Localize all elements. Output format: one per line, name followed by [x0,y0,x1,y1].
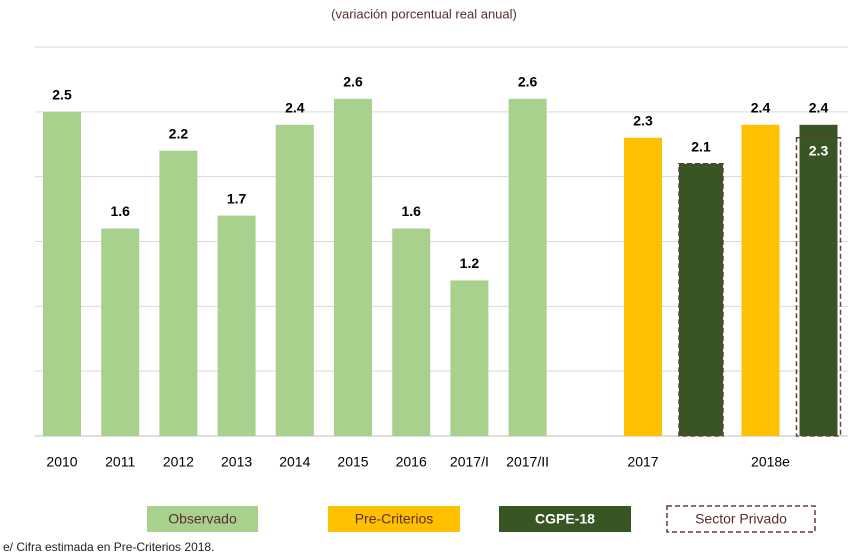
legend-swatch [666,505,816,533]
value-label: 2.2 [169,125,189,141]
value-label: 1.7 [227,190,247,206]
value-label: 1.6 [110,203,130,219]
footnote: e/ Cifra estimada en Pre-Criterios 2018. [3,540,214,554]
bar [450,280,489,436]
bar [275,124,314,437]
value-label: 2.3 [809,142,829,158]
value-label: 1.2 [460,255,480,271]
x-tick-label: 2016 [396,454,427,470]
legend-label: Pre-Criterios [355,511,434,527]
bar [624,137,662,436]
x-tick-label: 2011 [105,454,135,470]
bar [334,98,372,436]
bar [101,228,140,436]
bar [799,124,838,437]
chart-subtitle: (variación porcentual real anual) [331,6,517,21]
legend-swatch [499,506,631,532]
bar [43,111,81,436]
legend-label: CGPE-18 [535,511,595,527]
bar [392,228,431,436]
x-tick-label: 2013 [221,454,252,470]
bar [217,215,256,436]
value-label: 2.4 [285,100,305,116]
x-tick-label: 2017/II [506,454,549,470]
x-tick-label: 2017/I [450,454,489,470]
bar [159,150,198,436]
value-label: 2.6 [518,74,538,90]
legend-swatch [147,506,258,532]
x-tick-label: 2010 [46,454,77,470]
legend-swatch [328,506,460,532]
x-tick-label: 2015 [337,454,368,470]
value-label: 2.4 [809,100,829,116]
x-tick-label: 2018e [751,454,790,470]
bar-outline [795,137,842,437]
bar [508,98,547,436]
x-tick-label: 2017 [627,454,658,470]
value-label: 2.1 [691,138,711,154]
value-label: 2.5 [52,87,72,103]
value-label: 2.4 [751,100,771,116]
x-tick-label: 2012 [163,454,194,470]
bar [741,124,780,437]
value-label: 2.6 [343,74,363,90]
value-label: 2.3 [633,112,653,128]
value-label: 1.6 [401,203,421,219]
bar-outline [678,162,724,437]
x-tick-label: 2014 [279,454,310,470]
legend-label: Sector Privado [695,511,787,527]
legend-label: Observado [168,511,237,527]
